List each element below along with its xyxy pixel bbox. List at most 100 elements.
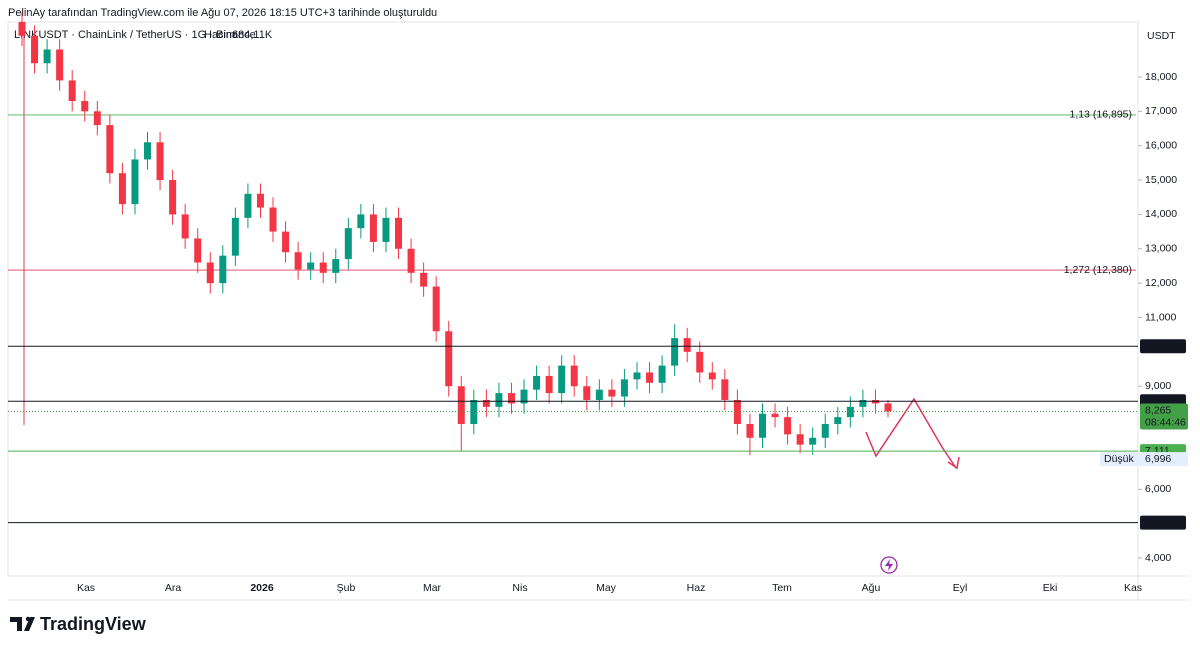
candle-body	[696, 351, 704, 373]
candle-body	[545, 375, 553, 394]
candle-body	[520, 389, 528, 404]
arrow-head	[947, 456, 960, 470]
candle-body	[181, 214, 189, 239]
caption: PelinAy tarafından TradingView.com ile A…	[8, 7, 437, 19]
candle-body	[445, 331, 453, 387]
fib-label: 1,13 (16,895)	[1070, 109, 1132, 121]
candle-body	[658, 365, 666, 383]
candle-body	[708, 372, 716, 380]
y-tick-label: 11,000	[1145, 311, 1176, 323]
candle-body	[507, 393, 515, 404]
candle-body	[344, 228, 352, 260]
symbol-legend: LINKUSDT · ChainLink / TetherUS · 1G · B…	[14, 29, 256, 41]
x-tick-label: Ara	[165, 582, 182, 594]
last-price-bg	[1140, 403, 1188, 430]
candle-body	[583, 386, 591, 400]
candle-body	[834, 417, 842, 425]
candle-body	[595, 389, 603, 400]
candle-body	[56, 49, 64, 81]
candle-body	[395, 217, 403, 249]
candle-body	[884, 403, 892, 412]
y-tick-label: 15,000	[1145, 174, 1177, 186]
volume-value: 684,11K	[232, 29, 273, 41]
candle-body	[558, 365, 566, 394]
logo-mark	[10, 617, 35, 631]
candle-body	[332, 259, 340, 273]
candle-body	[68, 80, 76, 102]
candle-body	[307, 262, 315, 270]
candle-body	[407, 248, 415, 273]
y-tick-label: 9,000	[1145, 380, 1171, 392]
candle-body	[43, 49, 51, 64]
candle-body	[118, 173, 126, 205]
volume-label: Hacim	[204, 29, 235, 41]
x-tick-label: Kas	[1124, 582, 1142, 594]
candle-body	[646, 372, 654, 383]
line-price-label: 5,031	[1145, 516, 1171, 528]
brand: TradingView	[40, 614, 147, 634]
currency: USDT	[1147, 30, 1176, 42]
y-tick-label: 17,000	[1145, 105, 1177, 117]
candle-body	[620, 379, 628, 397]
event-icon[interactable]	[880, 556, 898, 574]
candle-body	[144, 142, 152, 160]
candle-body	[231, 217, 239, 256]
plot-area	[7, 21, 1139, 577]
candle-body	[156, 142, 164, 181]
candle-body	[432, 286, 440, 332]
y-tick-label: 14,000	[1145, 208, 1177, 220]
x-tick-label: May	[596, 582, 617, 594]
candle-body	[81, 101, 89, 112]
candle-body	[846, 406, 854, 418]
candle-body	[533, 375, 541, 390]
x-tick-label: Şub	[337, 582, 356, 594]
y-tick-label: 12,000	[1145, 277, 1177, 289]
candle-body	[796, 434, 804, 445]
last-price: 8,265	[1145, 404, 1171, 416]
candle-body	[169, 180, 177, 215]
event-bolt	[885, 559, 893, 571]
low-value: 6,996	[1145, 453, 1171, 465]
candle-body	[809, 437, 817, 445]
candle-body	[608, 389, 616, 397]
candle-body	[244, 193, 252, 218]
candle-body	[31, 35, 39, 64]
candle-body	[369, 214, 377, 242]
candle-body	[294, 252, 302, 270]
candle-body	[671, 338, 679, 366]
candle-body	[93, 111, 101, 126]
logo-dot	[25, 616, 31, 622]
candle-body	[721, 379, 729, 400]
candle-body	[771, 413, 779, 418]
x-tick-label: 2026	[250, 582, 274, 594]
candle-body	[859, 399, 867, 407]
x-tick-label: Haz	[687, 582, 706, 594]
candle-body	[733, 399, 741, 425]
candle-body	[784, 417, 792, 435]
candle-body	[746, 424, 754, 438]
logo	[10, 616, 35, 631]
y-tick-label: 13,000	[1145, 243, 1177, 255]
candle-body	[758, 413, 766, 438]
candle-body	[482, 399, 490, 407]
candle-body	[319, 262, 327, 273]
candle-body	[282, 231, 290, 253]
candle-body	[420, 272, 428, 287]
projection-arrow	[865, 397, 957, 469]
candle-body	[269, 207, 277, 232]
candle-body	[194, 238, 202, 263]
low-bg	[1100, 452, 1188, 467]
candle-body	[495, 393, 503, 407]
line-price-label-bg	[1140, 339, 1186, 354]
candle-body	[357, 214, 365, 229]
candle-body	[821, 424, 829, 438]
candle-body	[256, 193, 264, 208]
fib-label: 1,272 (12,380)	[1064, 264, 1132, 276]
y-tick-label: 18,000	[1145, 71, 1177, 83]
y-tick-label: 4,000	[1145, 552, 1171, 564]
low-label: Düşük	[1104, 453, 1135, 465]
x-tick-label: Eyl	[953, 582, 968, 594]
x-tick-label: Eki	[1043, 582, 1058, 594]
